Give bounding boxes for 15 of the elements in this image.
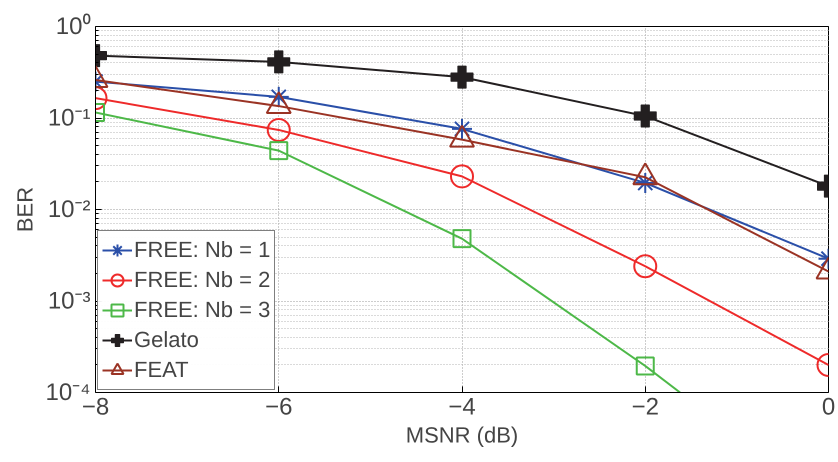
legend-label: FREE: Nb = 2 — [134, 266, 270, 294]
x-tick-label: −4 — [448, 394, 476, 420]
y-tick-label: 10⁻³ — [48, 288, 91, 314]
y-tick-label: 10⁻² — [48, 196, 91, 223]
y-tick-label: 10⁰ — [56, 13, 91, 40]
legend-label: FREE: Nb = 1 — [134, 236, 270, 264]
x-axis-title: MSNR (dB) — [406, 422, 518, 448]
y-tick-label: 10⁻¹ — [48, 104, 91, 132]
x-tick-label: 0 — [822, 394, 836, 420]
x-tick-label: −6 — [265, 394, 292, 420]
y-axis-title: BER — [12, 186, 38, 232]
x-tick-label: −2 — [632, 394, 659, 420]
legend-label: FREE: Nb = 3 — [134, 296, 270, 324]
legend-label: FEAT — [134, 356, 189, 384]
legend-label: Gelato — [134, 326, 199, 354]
